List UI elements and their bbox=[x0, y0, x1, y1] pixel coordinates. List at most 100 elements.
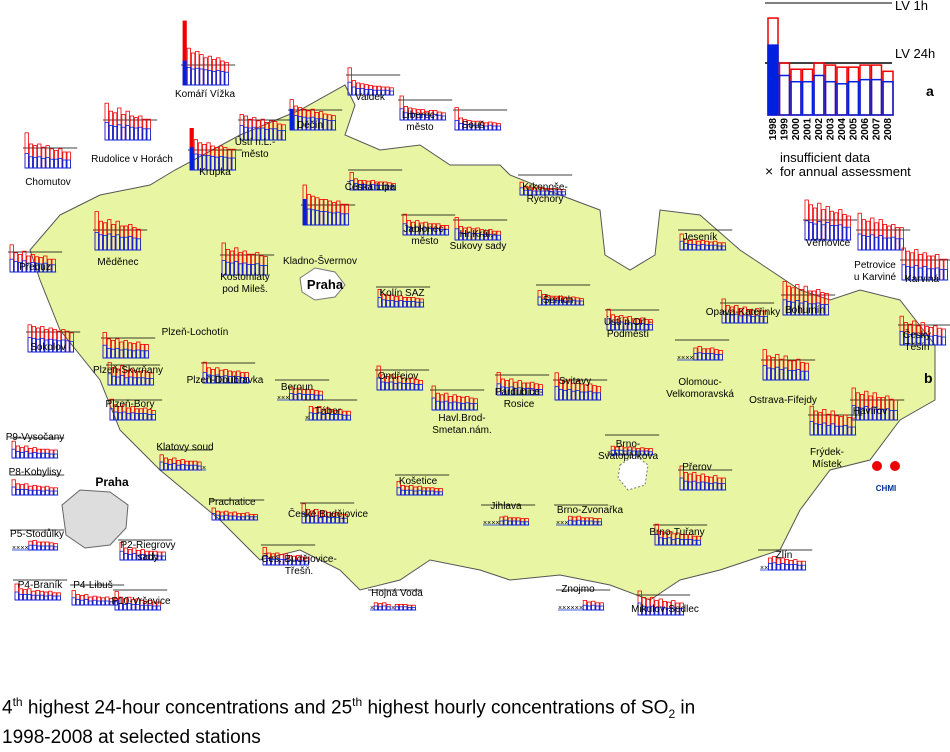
caption-text: th bbox=[12, 695, 23, 709]
station-label: Bohumín bbox=[785, 305, 825, 316]
missing-marker: × bbox=[562, 605, 566, 612]
station-label: Plzeň-Bory bbox=[106, 399, 155, 410]
bar-24h bbox=[943, 269, 948, 281]
bar-24h bbox=[62, 159, 67, 169]
station-label: Věřňovice bbox=[806, 238, 851, 249]
station-label: Přebuz bbox=[19, 262, 51, 273]
station-label: Hr.Král.- bbox=[460, 229, 497, 240]
bar-24h bbox=[595, 605, 600, 611]
bar-24h bbox=[24, 451, 29, 459]
station-label: Ústí n.Orl.- bbox=[604, 315, 652, 328]
bar-24h bbox=[129, 126, 134, 141]
bar-24h bbox=[32, 544, 37, 551]
bar-24h bbox=[199, 68, 204, 86]
bar-24h bbox=[54, 158, 59, 169]
bar-1h bbox=[216, 57, 221, 86]
missing-marker: × bbox=[277, 395, 281, 402]
bar-24h bbox=[138, 126, 143, 141]
missing-marker: × bbox=[571, 605, 575, 612]
bar-24h bbox=[778, 74, 791, 116]
bar-1h bbox=[813, 62, 825, 116]
station-label: Český bbox=[903, 328, 931, 341]
missing-marker: × bbox=[285, 395, 289, 402]
missing-marker: × bbox=[564, 520, 568, 527]
station-label: Velkomoravská bbox=[666, 389, 734, 400]
bar-24h bbox=[96, 600, 101, 606]
station-label: Valdek bbox=[355, 92, 386, 103]
bar-1h bbox=[778, 62, 791, 116]
station-label: České Budějovice bbox=[288, 507, 368, 520]
bar-24h bbox=[49, 545, 54, 551]
bar-24h bbox=[36, 452, 42, 459]
bar-24h bbox=[41, 545, 46, 551]
bar-24h bbox=[793, 564, 798, 571]
bar-1h bbox=[382, 602, 387, 611]
bar-24h bbox=[71, 597, 76, 606]
missing-marker: × bbox=[760, 565, 764, 572]
bar-1h bbox=[52, 592, 57, 601]
bar-1h bbox=[441, 112, 446, 121]
bar-24h bbox=[53, 490, 58, 496]
bar-24h bbox=[385, 89, 390, 96]
station-label: P2-Riegrovy bbox=[120, 540, 175, 551]
bar-1h bbox=[825, 205, 830, 241]
station-label: Brno- bbox=[616, 439, 640, 450]
bar-24h bbox=[41, 157, 46, 169]
bar-24h bbox=[836, 83, 848, 116]
bar-24h bbox=[389, 90, 394, 96]
bar-24h bbox=[870, 234, 875, 251]
year-label: 2008 bbox=[883, 118, 894, 141]
bar-24h bbox=[49, 158, 55, 169]
bar-1h bbox=[437, 111, 442, 121]
bar-24h bbox=[121, 126, 126, 141]
brno-area bbox=[617, 454, 649, 491]
station-label: Havl.Brod- bbox=[438, 413, 485, 424]
bar-24h bbox=[66, 159, 71, 169]
bar-1h bbox=[403, 604, 408, 611]
bar-1h bbox=[599, 602, 604, 611]
bar-1h bbox=[9, 244, 14, 273]
bar-24h bbox=[65, 340, 70, 353]
bar-1h bbox=[454, 107, 459, 131]
bar-24h bbox=[195, 67, 200, 86]
missing-marker: × bbox=[560, 520, 564, 527]
lv1h-label: LV 1h bbox=[895, 0, 928, 13]
bar-1h bbox=[117, 107, 122, 141]
missing-marker: × bbox=[685, 355, 689, 362]
station-label: město bbox=[411, 236, 439, 247]
year-label: 2002 bbox=[814, 118, 825, 141]
bar-1h bbox=[496, 123, 501, 131]
bar-1h bbox=[861, 219, 867, 251]
bar-24h bbox=[75, 599, 80, 606]
bar-24h bbox=[780, 563, 785, 571]
missing-marker: × bbox=[677, 355, 681, 362]
bar-24h bbox=[483, 125, 489, 131]
station-label: Kolín SAZ bbox=[379, 288, 424, 299]
bar-1h bbox=[789, 560, 794, 571]
station-label: P4-Libuš bbox=[73, 580, 112, 591]
praha-area bbox=[299, 267, 346, 301]
bar-1h bbox=[483, 122, 489, 131]
station-label: Klatovy soud bbox=[156, 442, 213, 453]
station-label: Těšín bbox=[904, 342, 929, 353]
bar-24h bbox=[224, 71, 229, 86]
station-label: Havířov bbox=[853, 406, 887, 417]
bar-1h bbox=[836, 66, 848, 116]
bar-24h bbox=[146, 128, 151, 141]
bar-24h bbox=[113, 126, 118, 141]
bar-24h bbox=[454, 120, 459, 131]
missing-marker: × bbox=[12, 545, 16, 552]
bar-24h bbox=[24, 488, 29, 496]
bar-24h bbox=[203, 69, 208, 86]
bar-24h bbox=[9, 258, 14, 273]
missing-marker: × bbox=[558, 605, 562, 612]
bar-24h bbox=[859, 78, 871, 116]
bar-24h bbox=[776, 564, 781, 571]
year-label: 2003 bbox=[826, 118, 837, 141]
station-label: Jihlava bbox=[490, 501, 522, 512]
station-label: Plzeň-Doubravka bbox=[187, 375, 264, 386]
station-label: Sukovy sady bbox=[450, 241, 507, 252]
station-label: pod Mileš. bbox=[222, 284, 268, 295]
missing-marker: × bbox=[20, 545, 24, 552]
